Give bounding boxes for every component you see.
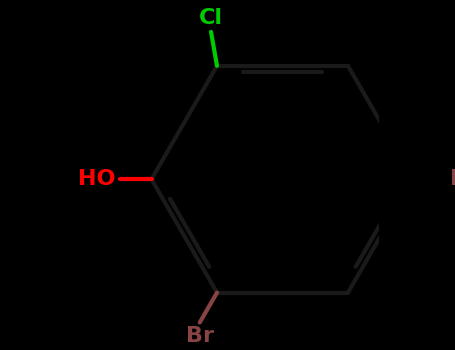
Text: HO: HO bbox=[78, 169, 115, 189]
Text: Br: Br bbox=[450, 169, 455, 189]
Text: Cl: Cl bbox=[199, 8, 223, 28]
Text: Br: Br bbox=[186, 326, 214, 346]
